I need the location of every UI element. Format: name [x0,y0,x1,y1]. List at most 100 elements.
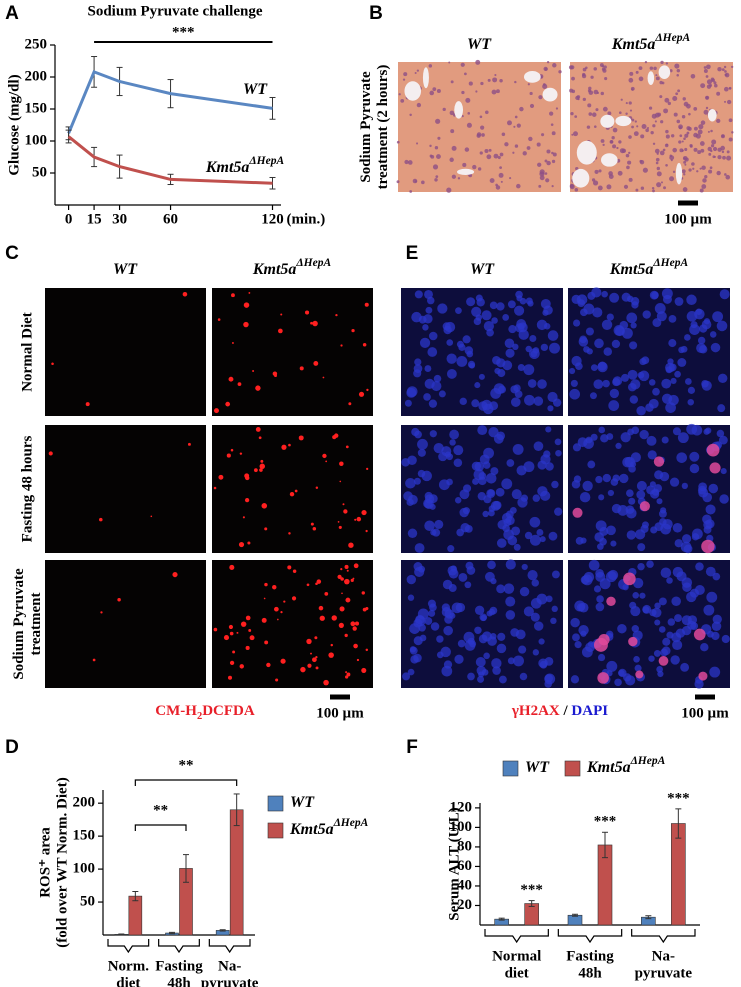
nucleus [545,595,553,603]
nucleus [409,113,412,117]
stain-segment: 2 [197,711,202,722]
nucleus [610,140,614,144]
nucleus [543,83,546,86]
nucleus [407,668,415,676]
nucleus [659,80,663,85]
nucleus [586,348,593,355]
nucleus [628,77,634,83]
nucleus [700,83,706,89]
nucleus [421,180,425,185]
nucleus [598,494,605,501]
ros-signal [339,480,342,483]
legend-label: Kmt5aΔHepA [289,817,369,838]
nucleus [718,435,728,445]
nucleus [511,489,522,500]
ros-signal [261,617,267,623]
nucleus [403,72,408,77]
nucleus [717,373,728,384]
nucleus [550,123,554,126]
nucleus [647,450,657,460]
nucleus [474,626,482,635]
nucleus [711,621,722,632]
nucleus [612,376,623,386]
nucleus [598,426,606,434]
nucleus [651,607,662,618]
nucleus [712,572,721,581]
nucleus [510,628,519,637]
nucleus [525,345,532,353]
nucleus [505,610,516,620]
nucleus [714,83,718,88]
nucleus [446,368,457,379]
nucleus [654,619,661,626]
nucleus [539,536,546,543]
nucleus [672,95,678,102]
nucleus [686,423,698,435]
nucleus [593,585,602,593]
bar [229,809,244,936]
nucleus [607,569,619,581]
column-label: WT [113,261,138,278]
ros-signal [85,402,90,407]
nucleus [703,109,709,115]
ros-signal [229,660,235,666]
nucleus [489,401,499,411]
nucleus [660,60,664,65]
nucleus [726,155,732,161]
nucleus [582,97,586,102]
nucleus [712,311,724,323]
nucleus [716,170,721,176]
nucleus [602,379,610,388]
x-unit: (min.) [287,211,326,227]
significance-label: *** [520,882,543,898]
nucleus [728,137,733,142]
nucleus [710,342,721,353]
nucleus [532,649,540,656]
nucleus [598,169,602,173]
ros-signal [259,468,263,472]
nucleus [588,90,594,95]
nucleus [485,110,489,115]
nucleus [717,67,722,72]
name-text: Kmt5a [611,36,656,53]
nucleus [475,656,486,667]
x-tick-label: 120 [261,211,284,227]
nucleus [530,612,540,622]
nucleus [608,400,620,411]
nucleus [536,593,548,605]
nucleus [480,81,484,86]
nucleus [514,80,517,84]
micrograph [45,288,206,416]
nucleus [708,152,712,156]
nucleus [435,175,439,179]
nucleus [662,294,672,304]
nucleus [649,66,654,70]
ros-signal [280,611,283,614]
nucleus [475,59,481,65]
nucleus [635,70,639,74]
y-tick-label: 50 [80,893,95,909]
significance-label: *** [172,24,195,40]
nucleus [632,577,644,589]
y-tick-label: 50 [32,164,47,180]
nucleus [504,338,515,349]
ros-signal [352,626,357,631]
nucleus [725,174,731,180]
nucleus [714,155,717,158]
nucleus [496,643,507,654]
ros-signal [48,451,53,456]
ros-signal [356,516,362,522]
nucleus [593,379,604,390]
ros-signal [242,516,245,519]
nucleus [529,534,541,546]
nucleus [549,111,554,116]
nucleus [623,673,632,682]
x-tick-label: diet [116,975,140,987]
ros-signal [217,318,221,321]
nucleus [514,390,523,398]
legend-swatch [564,760,581,777]
ros-signal [310,522,314,526]
name-text: WT [467,36,492,53]
nucleus [654,148,660,154]
ros-signal [322,376,325,379]
